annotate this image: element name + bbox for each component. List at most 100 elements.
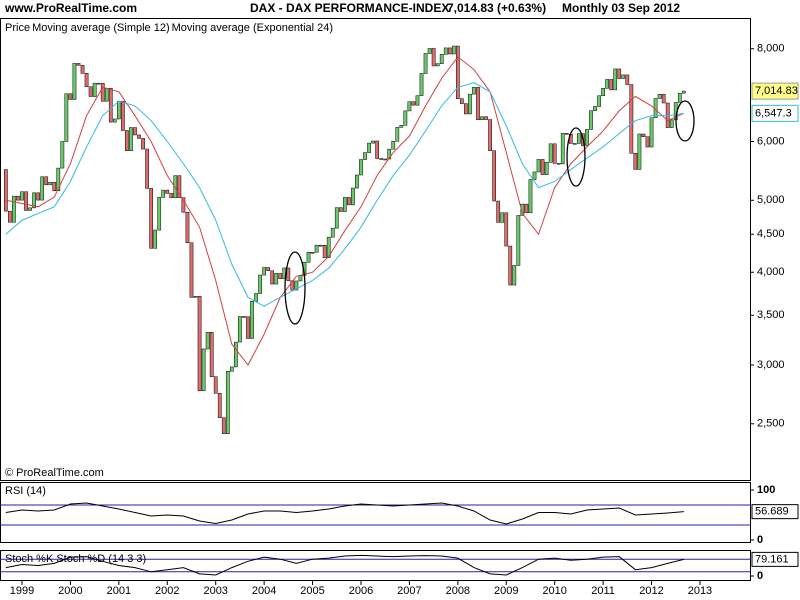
candle — [540, 159, 545, 175]
candle — [415, 95, 420, 106]
candle — [189, 242, 194, 298]
y-tick-label: 6,000 — [757, 135, 785, 147]
candle — [322, 245, 327, 258]
ma-line — [5, 56, 685, 366]
price-label-box — [751, 82, 799, 100]
candle — [625, 74, 630, 85]
x-tick-label: 2003 — [203, 585, 227, 597]
candle — [347, 197, 351, 206]
candle — [169, 193, 174, 199]
candle — [552, 143, 557, 164]
candle — [270, 270, 275, 285]
x-tick-label: 2010 — [542, 585, 566, 597]
x-tick-label: 2013 — [688, 585, 712, 597]
candle — [205, 332, 210, 350]
candle — [585, 129, 589, 146]
candle — [149, 188, 153, 249]
candle — [36, 192, 40, 201]
candle — [197, 296, 202, 392]
candle — [242, 316, 246, 318]
candle — [383, 158, 388, 161]
candle — [512, 265, 517, 286]
ma-label-box — [751, 104, 799, 122]
price-label: 7,014.83 — [755, 85, 798, 97]
candle — [641, 133, 646, 137]
candle — [229, 366, 234, 372]
candle — [447, 47, 452, 55]
candle — [133, 127, 137, 136]
legend-entry: Price — [5, 22, 30, 34]
candle — [427, 48, 432, 54]
candle — [310, 251, 315, 254]
candle — [258, 274, 262, 294]
y-tick-label: 100 — [757, 484, 775, 496]
candle — [76, 63, 81, 66]
copyright: © ProRealTime.com — [5, 467, 104, 479]
candle — [544, 162, 549, 175]
candle — [104, 87, 109, 102]
legend-entry: Moving average (Exponential 24) — [172, 22, 333, 34]
candle — [153, 229, 158, 249]
plot-layer: 2,500 3,000 3,500 4,000 4,500 5,000 6,000 8,000… — [0, 22, 799, 597]
candle — [431, 48, 436, 67]
candle — [532, 171, 537, 180]
candle — [294, 280, 299, 291]
candle — [524, 203, 529, 214]
ma-label: 6,547.3 — [755, 107, 792, 119]
x-tick-label: 2011 — [591, 585, 615, 597]
candle — [48, 182, 53, 186]
candle — [16, 195, 20, 201]
candle — [64, 93, 69, 142]
candle — [367, 142, 371, 153]
candle — [556, 163, 561, 165]
candle — [298, 275, 303, 282]
candle — [28, 207, 32, 211]
candle — [326, 236, 331, 258]
x-tick-label: 2008 — [446, 585, 470, 597]
candle — [68, 93, 73, 100]
candle — [314, 244, 319, 253]
x-tick-label: 2005 — [300, 585, 324, 597]
candle — [262, 267, 266, 276]
y-tick-label: 4,000 — [757, 266, 785, 278]
candle — [84, 73, 89, 88]
candle — [225, 371, 230, 434]
value-label-box — [751, 551, 799, 567]
candle — [24, 191, 28, 211]
candle — [60, 141, 65, 169]
candle — [468, 93, 472, 115]
candle — [246, 316, 250, 339]
candle — [88, 86, 93, 97]
candle — [375, 140, 379, 159]
candle — [504, 212, 509, 247]
candle — [455, 45, 460, 99]
candle — [137, 134, 141, 139]
candle — [439, 54, 444, 64]
candle — [488, 119, 492, 151]
candle — [209, 332, 214, 377]
x-tick-label: 2006 — [349, 585, 373, 597]
candle — [609, 79, 614, 91]
indicator-line — [5, 502, 684, 525]
candle — [564, 133, 569, 135]
candle — [355, 174, 359, 189]
candle — [306, 251, 311, 263]
candle — [318, 244, 323, 247]
candle — [508, 245, 513, 286]
candle — [363, 152, 367, 160]
candle — [621, 74, 626, 79]
candle — [661, 93, 666, 104]
x-tick-label: 2007 — [397, 585, 421, 597]
x-tick-label: 2001 — [107, 585, 131, 597]
candle — [548, 143, 553, 163]
candle — [125, 130, 129, 152]
candle — [464, 103, 468, 115]
candle — [443, 47, 448, 55]
candle — [577, 133, 581, 144]
y-tick-label: 0 — [757, 570, 763, 582]
candle — [173, 175, 178, 199]
candle — [589, 110, 593, 130]
rsi-panel — [0, 482, 751, 543]
candle — [161, 189, 166, 198]
